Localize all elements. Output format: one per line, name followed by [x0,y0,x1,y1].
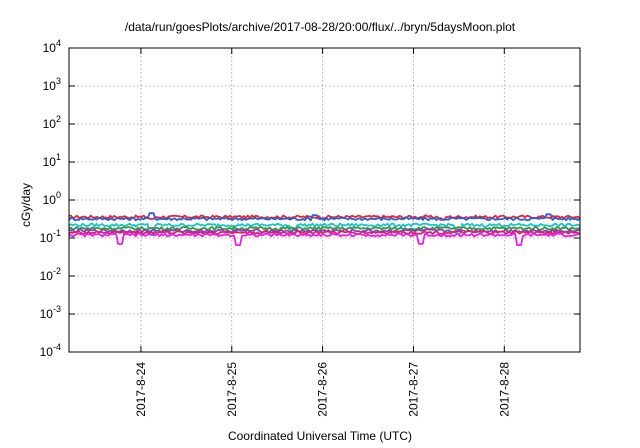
series-line [68,232,581,246]
y-tick-label: 10-2 [40,266,61,283]
y-tick-label: 100 [43,190,61,207]
series-line [68,226,581,231]
x-tick-label: 2017-8-26 [316,362,330,417]
y-tick-label: 101 [43,152,61,169]
series-line [68,212,581,222]
plot-frame [68,47,581,353]
x-tick-label: 2017-8-25 [225,362,239,417]
chart-title: /data/run/goesPlots/archive/2017-08-28/2… [124,20,516,34]
y-tick-label: 10-4 [40,342,61,359]
x-tick-label: 2017-8-24 [134,362,148,417]
x-tick-label: 2017-8-28 [497,362,511,417]
y-tick-label: 103 [43,76,61,93]
x-axis-label: Coordinated Universal Time (UTC) [227,429,413,443]
y-axis-label: cGy/day [19,182,33,228]
series-line [68,222,581,236]
series-line [68,230,581,235]
y-tick-label: 104 [43,38,61,55]
series-line [69,214,581,221]
y-tick-label: 10-1 [40,228,61,245]
y-tick-label: 102 [43,114,61,131]
y-tick-label: 10-3 [40,304,61,321]
x-tick-label: 2017-8-27 [406,362,420,417]
